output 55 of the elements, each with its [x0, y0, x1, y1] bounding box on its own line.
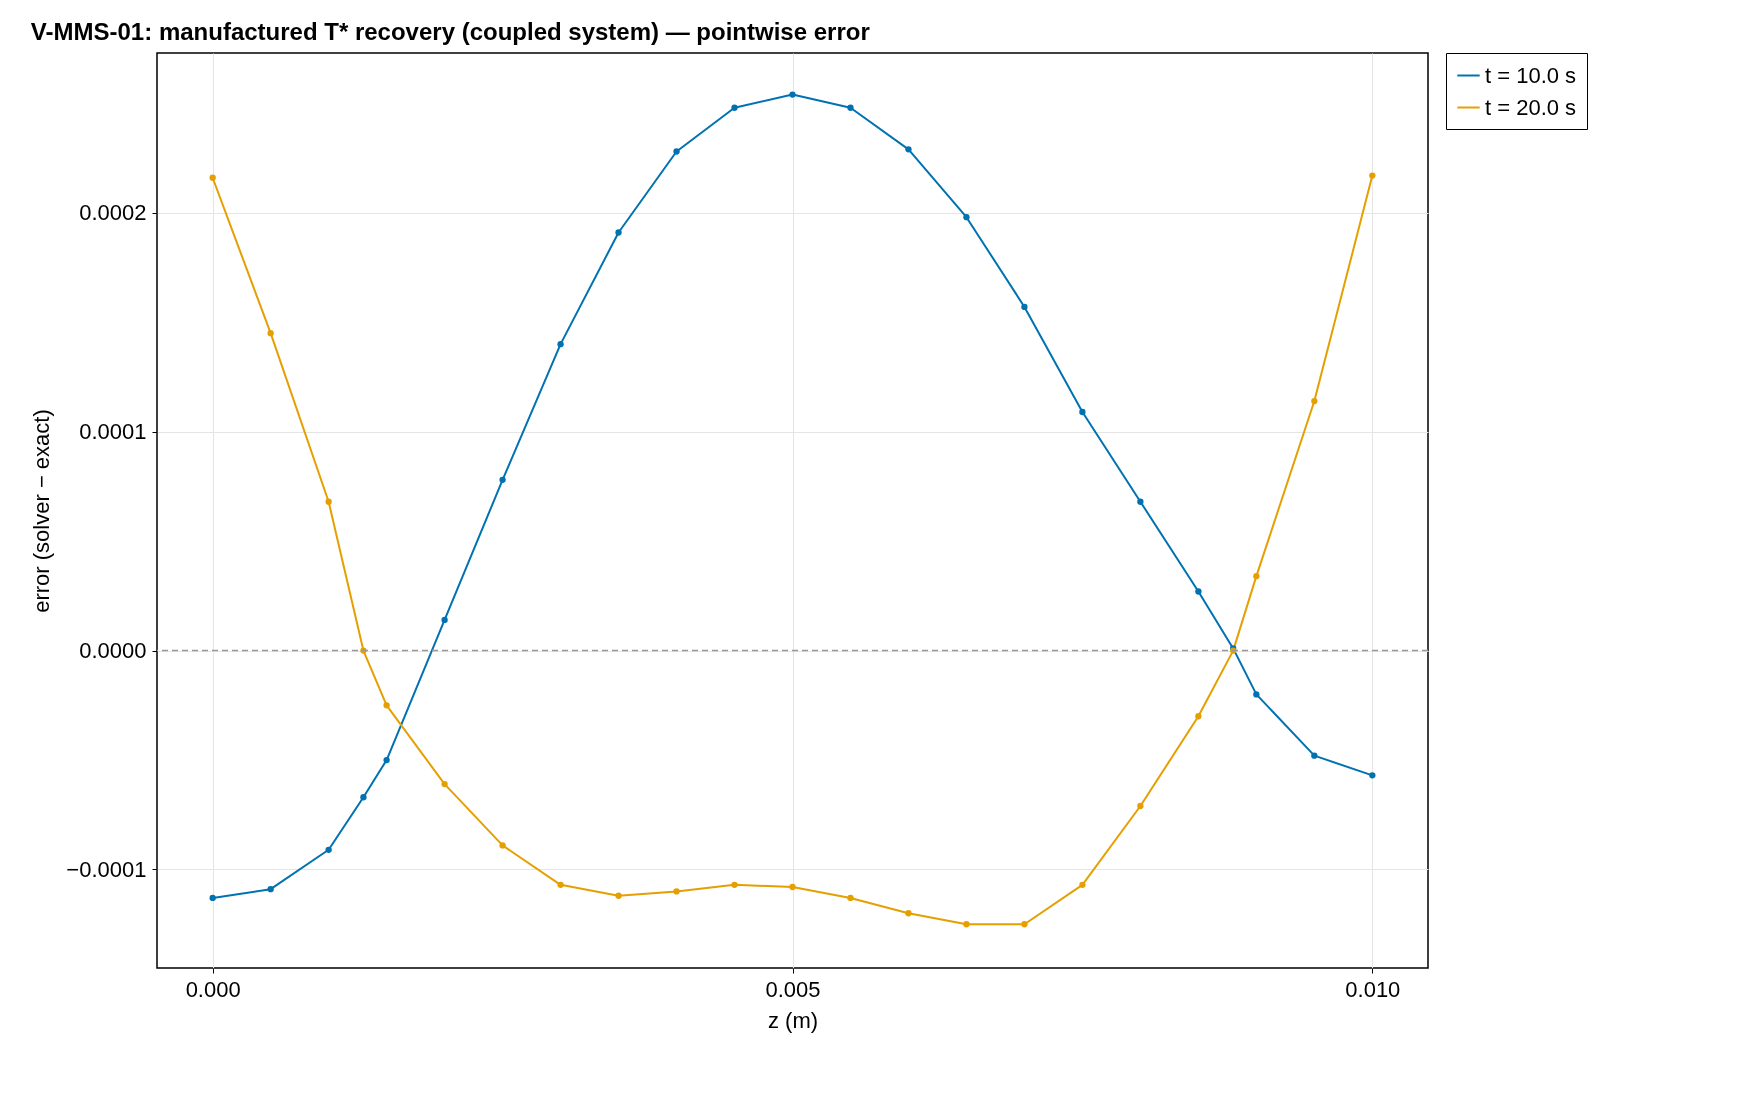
legend-label: t = 20.0 s: [1485, 94, 1577, 120]
point: [847, 104, 854, 111]
point: [1021, 303, 1028, 311]
y-tick-label: 0.0001: [79, 419, 147, 445]
legend-label: t = 10.0 s: [1485, 62, 1577, 88]
y-tick-label: 0.0000: [79, 638, 147, 664]
point: [499, 476, 506, 484]
point: [615, 229, 622, 236]
point: [360, 794, 367, 801]
point: [1253, 573, 1260, 580]
point: [905, 910, 912, 917]
point: [441, 780, 448, 788]
point: [1079, 881, 1086, 888]
point: [325, 846, 332, 853]
x-tick-label: 0.010: [1345, 976, 1401, 1002]
x-tick-label: 0.000: [185, 976, 241, 1002]
point: [905, 146, 912, 153]
point: [1311, 397, 1318, 405]
point: [731, 104, 738, 111]
point: [383, 756, 390, 764]
chart-title: V-MMS-01: manufactured T* recovery (coupled system) — pointwise error: [30, 17, 870, 45]
point: [1195, 713, 1202, 720]
point: [267, 886, 274, 893]
point: [673, 888, 680, 895]
point: [789, 883, 796, 891]
point: [1369, 172, 1376, 179]
point: [441, 616, 448, 624]
point: [209, 174, 216, 181]
point: [209, 894, 216, 902]
point: [325, 498, 332, 505]
point: [1253, 691, 1260, 698]
point: [789, 91, 796, 98]
point: [615, 892, 622, 899]
point: [267, 330, 274, 337]
point: [963, 214, 970, 221]
point: [383, 702, 390, 709]
point: [963, 921, 970, 928]
x-axis-title: z (m): [767, 1007, 819, 1033]
x-tick-label: 0.005: [765, 976, 821, 1002]
point: [1369, 772, 1376, 779]
point: [1195, 588, 1202, 595]
point: [499, 842, 506, 849]
point: [557, 340, 564, 348]
point: [847, 894, 854, 902]
point: [731, 881, 738, 888]
y-tick-label: 0.0002: [79, 200, 147, 226]
point: [1021, 921, 1028, 928]
point: [1137, 802, 1144, 810]
point: [1311, 752, 1318, 759]
point: [557, 881, 564, 888]
point: [673, 148, 680, 155]
y-tick-label: −0.0001: [66, 857, 147, 882]
point: [1079, 408, 1086, 416]
y-axis-title: error (solver − exact): [29, 409, 55, 613]
point: [1137, 498, 1144, 505]
